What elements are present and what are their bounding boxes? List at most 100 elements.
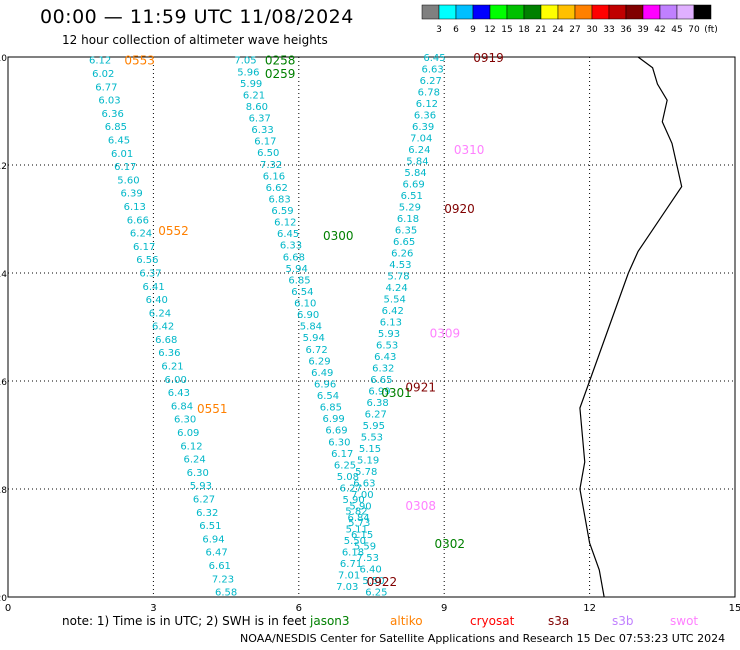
swh-value-label: 5.53: [361, 433, 383, 444]
swh-value-label: 5.84: [404, 168, 426, 179]
swh-value-label: 6.72: [305, 345, 327, 356]
swh-value-label: 6.17: [254, 137, 276, 148]
swh-value-label: 6.62: [266, 183, 288, 194]
swh-value-label: 5.73: [348, 518, 370, 529]
color-scale-label: 42: [654, 25, 665, 35]
swh-value-label: 6.33: [280, 241, 302, 252]
swh-value-label: 6.84: [348, 513, 370, 524]
swh-value-label: 6.12: [89, 56, 111, 67]
color-scale-unit: (ft): [704, 25, 718, 35]
swh-value-label: 6.77: [95, 82, 117, 93]
map-title: 00:00 — 11:59 UTC 11/08/2024: [40, 6, 354, 28]
pass-label: 0552: [158, 224, 189, 238]
legend-entry-s3a: s3a: [548, 614, 569, 628]
swh-value-label: 7.05: [234, 56, 256, 67]
swh-value-label: 6.45: [277, 229, 299, 240]
y-tick-label: -20: [0, 594, 7, 604]
swh-value-label: 5.50: [362, 576, 384, 587]
swh-value-label: 5.84: [406, 157, 428, 168]
swh-value-label: 6.17: [114, 162, 136, 173]
swh-value-label: 5.78: [355, 467, 377, 478]
swh-value-label: 4.24: [385, 283, 407, 294]
swh-value-label: 5.11: [346, 525, 368, 536]
map-axes: 0 3 6 9 12 15 -10 -12 -14 -16 -18 -20: [0, 54, 740, 614]
swh-value-label: 6.68: [283, 252, 305, 263]
swh-value-label: 6.12: [274, 218, 296, 229]
y-tick-label: -14: [0, 270, 7, 280]
swh-value-label: 6.27: [193, 495, 215, 506]
swh-value-label: 5.08: [337, 472, 359, 483]
swh-value-label: 6.39: [412, 122, 434, 133]
color-scale-label: 6: [453, 25, 459, 35]
swh-value-label: 5.78: [387, 272, 409, 283]
swh-value-label: 6.94: [202, 534, 224, 545]
legend-entry-cryosat: cryosat: [470, 614, 515, 628]
y-tick-label: -10: [0, 54, 7, 64]
swh-value-label: 6.37: [139, 268, 161, 279]
x-tick-label: 0: [5, 603, 11, 614]
swh-value-label: 5.93: [378, 329, 400, 340]
color-scale-swatch: [540, 4, 559, 20]
swh-value-label: 6.21: [161, 362, 183, 373]
swh-value-label: 6.38: [366, 398, 388, 409]
swh-value-label: 6.33: [251, 125, 273, 136]
color-scale-swatch: [506, 4, 525, 20]
swh-value-label: 6.40: [146, 295, 168, 306]
swh-value-label: 6.36: [102, 109, 124, 120]
swh-value-label: 6.29: [308, 356, 330, 367]
swh-value-label: 6.24: [130, 229, 152, 240]
swh-value-label: 5.54: [384, 295, 406, 306]
swh-value-label: 6.39: [120, 189, 142, 200]
swh-value-label: 6.12: [416, 99, 438, 110]
color-scale-swatch: [591, 4, 610, 20]
swh-value-label: 5.96: [237, 67, 259, 78]
swh-value-label: 6.65: [370, 375, 392, 386]
swh-value-label: 6.03: [98, 96, 120, 107]
swh-value-label: 6.54: [291, 287, 313, 298]
swh-value-label: 6.27: [420, 76, 442, 87]
y-tick-label: -16: [0, 378, 7, 388]
pass-label: 0309: [430, 326, 461, 340]
x-tick-label: 9: [441, 603, 447, 614]
swh-value-label: 5.15: [359, 444, 381, 455]
color-scale-label: 33: [603, 25, 614, 35]
swh-value-label: 6.12: [180, 441, 202, 452]
swh-value-label: 6.10: [294, 299, 316, 310]
color-scale-label: 18: [518, 25, 530, 35]
swh-value-label: 6.36: [158, 348, 180, 359]
swh-value-label: 6.90: [297, 310, 319, 321]
color-scale-label: 30: [586, 25, 598, 35]
color-scale-swatch: [557, 4, 576, 20]
swh-value-label: 6.01: [111, 149, 133, 160]
swh-value-label: 6.16: [263, 171, 285, 182]
altimeter-tracks: 6.12 6.02 6.77 6.03 6.36 6.85 6.45 6.01 6.17 5.60…: [89, 53, 446, 599]
swh-value-label: 6.45: [108, 135, 130, 146]
swh-value-label: 6.30: [174, 415, 196, 426]
swh-value-label: 6.25: [334, 460, 356, 471]
color-scale-label: 39: [637, 25, 649, 35]
swh-value-label: 6.24: [183, 455, 205, 466]
color-scale-label: 15: [501, 25, 512, 35]
swh-value-label: 5.29: [399, 203, 421, 214]
swh-value-label: 6.09: [177, 428, 199, 439]
pass-label: 0922: [367, 575, 398, 589]
swh-value-label: 5.93: [190, 481, 212, 492]
color-scale-swatch: [693, 4, 712, 20]
pass-label: 0310: [454, 143, 485, 157]
swh-value-label: 6.71: [340, 559, 362, 570]
color-scale-label: 12: [484, 25, 495, 35]
swh-value-label: 5.50: [344, 536, 366, 547]
swh-value-label: 7.23: [212, 574, 234, 585]
color-scale-label: 24: [552, 25, 564, 35]
swh-value-label: 6.25: [365, 588, 387, 599]
swh-value-label: 6.37: [249, 114, 271, 125]
swh-value-label: 6.30: [187, 468, 209, 479]
swh-value-label: 6.24: [408, 145, 430, 156]
y-tick-label: -18: [0, 486, 7, 496]
swh-value-label: 6.49: [311, 368, 333, 379]
pass-label: 0300: [323, 229, 354, 243]
swh-value-label: 6.27: [365, 410, 387, 421]
color-scale-swatch: [574, 4, 593, 20]
pass-label: 0920: [444, 202, 475, 216]
swh-value-label: 6.32: [372, 364, 394, 375]
